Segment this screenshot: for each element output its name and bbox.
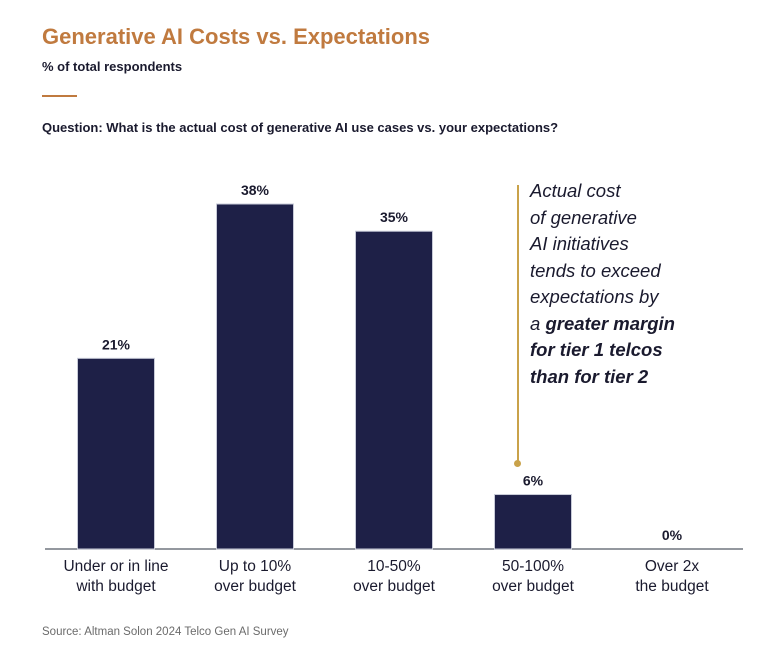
bar-value-label-5: 0% bbox=[662, 527, 683, 543]
category-label-3-2: over budget bbox=[353, 578, 436, 595]
annotation-dot bbox=[514, 460, 521, 467]
bar-value-label-1: 21% bbox=[102, 336, 131, 352]
category-label-5-2: the budget bbox=[635, 578, 709, 595]
category-label-1-2: with budget bbox=[75, 578, 156, 595]
annotation-line-5: expectations by bbox=[530, 286, 659, 307]
bar-1 bbox=[77, 357, 155, 550]
bar-4 bbox=[494, 494, 572, 550]
survey-question: Question: What is the actual cost of gen… bbox=[42, 120, 559, 135]
annotation-line-1: Actual cost bbox=[530, 180, 621, 201]
chart-title: Generative AI Costs vs. Expectations bbox=[42, 24, 430, 49]
bar-3 bbox=[355, 230, 433, 550]
category-label-2-1: Up to 10% bbox=[219, 558, 292, 575]
annotation-prefix: a bbox=[530, 312, 546, 334]
bar-value-label-2: 38% bbox=[241, 182, 270, 198]
bar-value-label-4: 6% bbox=[523, 473, 544, 489]
annotation-line-7: for tier 1 telcos bbox=[530, 339, 663, 360]
bar-value-label-3: 35% bbox=[380, 209, 409, 225]
annotation-line bbox=[517, 185, 519, 463]
annotation-line-6: a greater margin bbox=[530, 311, 750, 338]
category-label-4-1: 50-100% bbox=[502, 558, 564, 575]
annotation-emphasis: greater margin bbox=[545, 312, 675, 334]
source-note: Source: Altman Solon 2024 Telco Gen AI S… bbox=[42, 626, 289, 638]
annotation-line-2: of generative bbox=[530, 206, 637, 228]
annotation-line-3: AI initiatives bbox=[530, 233, 629, 254]
category-label-1-1: Under or in line bbox=[63, 558, 168, 575]
annotation-text: Actual cost of generative AI initiatives… bbox=[530, 178, 750, 390]
category-label-2-2: over budget bbox=[214, 578, 297, 595]
category-label-4-2: over budget bbox=[492, 578, 575, 595]
bar-2 bbox=[216, 203, 294, 550]
category-label-3-1: 10-50% bbox=[367, 558, 421, 575]
annotation-line-4: tends to exceed bbox=[530, 259, 661, 281]
accent-rule bbox=[42, 95, 77, 97]
category-label-5-1: Over 2x bbox=[645, 558, 700, 575]
chart-subtitle: % of total respondents bbox=[42, 59, 183, 74]
annotation-line-8: than for tier 2 bbox=[530, 365, 649, 387]
